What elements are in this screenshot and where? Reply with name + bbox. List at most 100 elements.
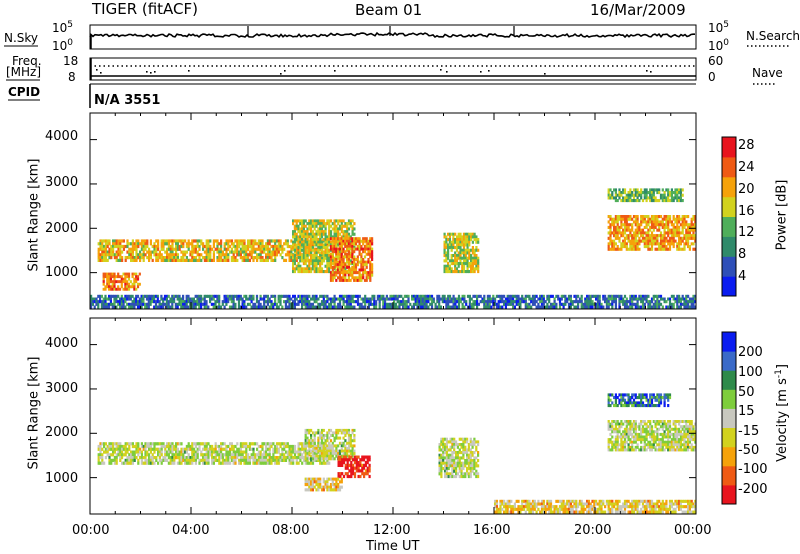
- power-cell-r0: [184, 239, 186, 242]
- velocity-cell-r1: [348, 447, 350, 450]
- power-cell-r7: [233, 300, 235, 303]
- velocity-cell-r0: [236, 456, 238, 459]
- power-cell-r5: [656, 240, 658, 243]
- power-cell-r7: [438, 295, 440, 298]
- power-cell-r0: [157, 239, 159, 242]
- velocity-cell-r0: [144, 448, 146, 451]
- power-cell-r2: [353, 227, 355, 230]
- power-cell-r2: [310, 270, 312, 273]
- power-cell-r0: [280, 239, 282, 242]
- velocity-cell-r1: [339, 437, 341, 440]
- power-cell-r7: [492, 295, 494, 298]
- power-cell-r5: [689, 245, 691, 248]
- power-cell-r7: [669, 303, 671, 306]
- freq-dot: [480, 71, 482, 73]
- power-cell-r6: [640, 194, 642, 197]
- power-cell-r7: [301, 306, 303, 309]
- power-cell-r2: [303, 227, 305, 230]
- velocity-cell-r0: [207, 456, 209, 459]
- power-cell-r7: [97, 303, 99, 306]
- power-cell-r4: [477, 241, 479, 244]
- power-cell-r3: [330, 258, 332, 261]
- power-cell-r3: [351, 253, 353, 256]
- power-cell-r7: [350, 303, 352, 306]
- power-cell-r2: [294, 254, 296, 257]
- power-cell-r7: [398, 306, 400, 309]
- power-cell-r7: [454, 303, 456, 306]
- power-cell-r7: [618, 300, 620, 303]
- power-cell-r7: [534, 303, 536, 306]
- velocity-cell-r2: [352, 464, 354, 467]
- velocity-cell-r0: [191, 462, 193, 465]
- power-cell-r7: [458, 306, 460, 309]
- freq-dot: [446, 71, 448, 73]
- power-cell-r3: [348, 276, 350, 279]
- power-cell-r7: [359, 295, 361, 298]
- velocity-cell-r2: [359, 475, 361, 478]
- velocity-cell-r0: [252, 448, 254, 451]
- power-cell-r7: [364, 295, 366, 298]
- power-cell-r7: [431, 303, 433, 306]
- velocity-cell-r1: [352, 447, 354, 450]
- power-cell-r7: [581, 300, 583, 303]
- power-cell-r0: [209, 253, 211, 256]
- power-cell-r5: [631, 218, 633, 221]
- power-cell-r7: [312, 303, 314, 306]
- power-cell-r7: [373, 295, 375, 298]
- power-cell-r5: [618, 226, 620, 229]
- power-cell-r0: [283, 248, 285, 251]
- velocity-cell-r2: [352, 469, 354, 472]
- power-cell-r5: [673, 237, 675, 240]
- power-cell-r3: [371, 250, 373, 253]
- power-cell-r5: [671, 220, 673, 223]
- power-cell-r5: [669, 237, 671, 240]
- power-cell-r5: [609, 226, 611, 229]
- power-cell-r3: [371, 258, 373, 261]
- power-cell-r1: [110, 278, 112, 281]
- power-cell-r7: [568, 298, 570, 301]
- power-cell-r0: [213, 253, 215, 256]
- power-cell-r0: [157, 248, 159, 251]
- power-cell-r5: [664, 242, 666, 245]
- power-cell-r0: [236, 259, 238, 262]
- power-cell-r7: [315, 300, 317, 303]
- power-cell-r3: [350, 279, 352, 282]
- power-cell-r0: [177, 256, 179, 259]
- power-cell-r4: [474, 270, 476, 273]
- power-cell-r5: [642, 234, 644, 237]
- power-cell-r1: [128, 288, 130, 291]
- velocity-cell-r0: [119, 459, 121, 462]
- power-cell-r2: [301, 241, 303, 244]
- power-cell-r0: [125, 259, 127, 262]
- power-cell-r7: [514, 306, 516, 309]
- velocity-cell-r0: [177, 448, 179, 451]
- velocity-cell-r0: [137, 462, 139, 465]
- power-cell-r7: [220, 306, 222, 309]
- power-cell-r4: [477, 267, 479, 270]
- power-cell-r3: [367, 258, 369, 261]
- power-cell-r7: [467, 295, 469, 298]
- freq-dot: [440, 69, 442, 71]
- velocity-cell-r0: [157, 462, 159, 465]
- power-cell-r2: [315, 219, 317, 222]
- power-cell-r5: [689, 231, 691, 234]
- power-cell-r7: [561, 298, 563, 301]
- power-cell-r3: [366, 237, 368, 240]
- power-cell-r7: [577, 295, 579, 298]
- velocity-cell-r0: [161, 462, 163, 465]
- power-cell-r4: [477, 238, 479, 241]
- power-cell-r0: [287, 239, 289, 242]
- power-cell-r7: [673, 306, 675, 309]
- velocity-cell-r2: [365, 464, 367, 467]
- power-cell-r5: [631, 223, 633, 226]
- power-cell-r7: [382, 295, 384, 298]
- velocity-cell-r1: [310, 437, 312, 440]
- power-cell-r5: [669, 220, 671, 223]
- velocity-cell-r2: [345, 467, 347, 470]
- velocity-cell-r1: [323, 437, 325, 440]
- power-cell-r3: [348, 250, 350, 253]
- power-cell-r0: [231, 239, 233, 242]
- velocity-cell-r1: [341, 447, 343, 450]
- velocity-cell-r0: [155, 456, 157, 459]
- power-cell-r2: [315, 254, 317, 257]
